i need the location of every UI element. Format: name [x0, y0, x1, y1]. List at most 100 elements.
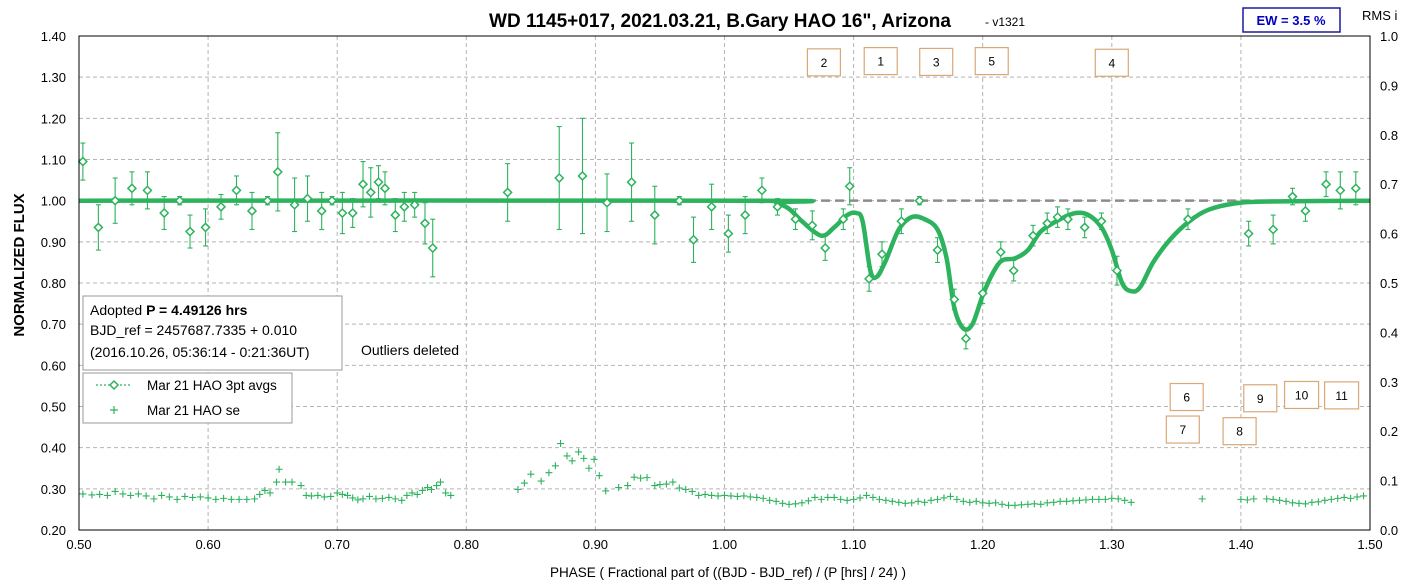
- avg-point: [379, 171, 391, 206]
- se-point: [675, 484, 683, 492]
- avg-marker: [790, 214, 801, 225]
- avg-marker: [1335, 185, 1346, 196]
- avg-point: [977, 282, 988, 305]
- se-point: [220, 494, 228, 502]
- se-point: [537, 477, 545, 485]
- se-point: [173, 495, 181, 503]
- se-point: [966, 498, 974, 506]
- feature-label-8: 8: [1222, 417, 1257, 446]
- avg-marker: [272, 166, 283, 177]
- avg-point: [159, 196, 170, 231]
- se-point: [1282, 497, 1290, 505]
- feature-label-box: [1165, 415, 1200, 444]
- avg-marker: [365, 187, 376, 198]
- se-point: [1327, 495, 1335, 503]
- avg-point: [876, 241, 888, 268]
- se-point: [602, 487, 610, 495]
- se-point: [875, 495, 883, 503]
- se-point: [772, 497, 780, 505]
- feature-label-text: 8: [1236, 425, 1243, 439]
- avg-point: [577, 117, 588, 235]
- se-point: [927, 496, 935, 504]
- avg-point: [554, 126, 565, 231]
- avg-point: [756, 177, 767, 204]
- info-line3: (2016.10.26, 05:36:14 - 0:21:36UT): [90, 344, 309, 360]
- avg-marker: [876, 249, 888, 260]
- se-point: [307, 492, 315, 500]
- se-point: [651, 482, 659, 490]
- se-point: [1063, 497, 1071, 505]
- se-point: [398, 496, 406, 504]
- feature-label-text: 11: [1335, 389, 1348, 403]
- avg-point: [77, 142, 88, 181]
- x-tick-label: 1.30: [1099, 537, 1124, 552]
- avg-marker: [326, 195, 338, 206]
- y-tick-label: 1.00: [41, 194, 66, 209]
- avg-series: [77, 117, 1361, 350]
- avg-point: [820, 235, 831, 261]
- avg-marker: [1182, 214, 1194, 225]
- se-point: [545, 469, 553, 477]
- avg-marker: [1008, 265, 1019, 276]
- avg-marker: [184, 226, 196, 237]
- se-point: [1289, 499, 1297, 507]
- avg-marker: [838, 214, 849, 225]
- avg-marker: [316, 205, 327, 217]
- info-box: Adopted P = 4.49126 hrs BJD_ref = 245768…: [82, 295, 343, 371]
- avg-marker: [820, 242, 831, 254]
- feature-label-box: [1094, 48, 1129, 77]
- x-axis-label: PHASE ( Fractional part of ((BJD - BJD_r…: [550, 565, 906, 580]
- avg-marker: [246, 205, 258, 217]
- se-point: [863, 491, 871, 499]
- avg-marker: [1300, 205, 1311, 217]
- avg-point: [231, 175, 242, 206]
- avg-point: [688, 216, 699, 263]
- avg-point: [357, 161, 369, 208]
- se-point: [1082, 496, 1090, 504]
- se-point: [585, 464, 593, 472]
- se-point: [580, 454, 588, 462]
- y-tick-label: 1.40: [41, 29, 66, 44]
- se-point: [630, 473, 638, 481]
- se-point: [798, 499, 806, 507]
- se-point: [79, 490, 87, 498]
- avg-point: [1287, 187, 1298, 206]
- avg-point: [1243, 220, 1254, 247]
- avg-point: [142, 171, 153, 210]
- se-point: [442, 489, 450, 497]
- avg-marker: [932, 245, 943, 256]
- se-point: [1121, 496, 1129, 504]
- se-point: [656, 481, 664, 489]
- avg-marker: [554, 172, 565, 184]
- se-point: [158, 491, 166, 499]
- feature-label-1: 1: [863, 47, 898, 76]
- avg-point: [126, 171, 137, 206]
- se-point: [708, 491, 716, 499]
- avg-point: [373, 165, 384, 200]
- se-point: [590, 455, 598, 463]
- se-point: [142, 492, 150, 500]
- se-point: [427, 485, 435, 493]
- avg-marker: [864, 273, 875, 284]
- avg-point: [844, 167, 855, 206]
- avg-marker: [756, 185, 767, 196]
- avg-point: [1350, 171, 1361, 206]
- avg-marker: [1243, 228, 1254, 239]
- avg-marker: [1062, 214, 1073, 225]
- se-point: [418, 486, 426, 494]
- se-point: [181, 492, 189, 500]
- se-point: [1030, 500, 1038, 508]
- avg-point: [272, 132, 283, 212]
- se-point: [344, 491, 352, 499]
- se-point: [1269, 495, 1277, 503]
- se-point: [701, 490, 709, 498]
- avg-point: [1321, 171, 1332, 198]
- x-tick-label: 1.50: [1357, 537, 1382, 552]
- chart-title: WD 1145+017, 2021.03.21, B.Gary HAO 16",…: [489, 11, 951, 32]
- avg-marker: [337, 207, 348, 219]
- avg-marker: [200, 222, 211, 233]
- se-point: [946, 492, 954, 500]
- y2-tick-label: 0.2: [1380, 424, 1398, 439]
- se-point: [830, 493, 838, 501]
- avg-marker: [1027, 230, 1039, 241]
